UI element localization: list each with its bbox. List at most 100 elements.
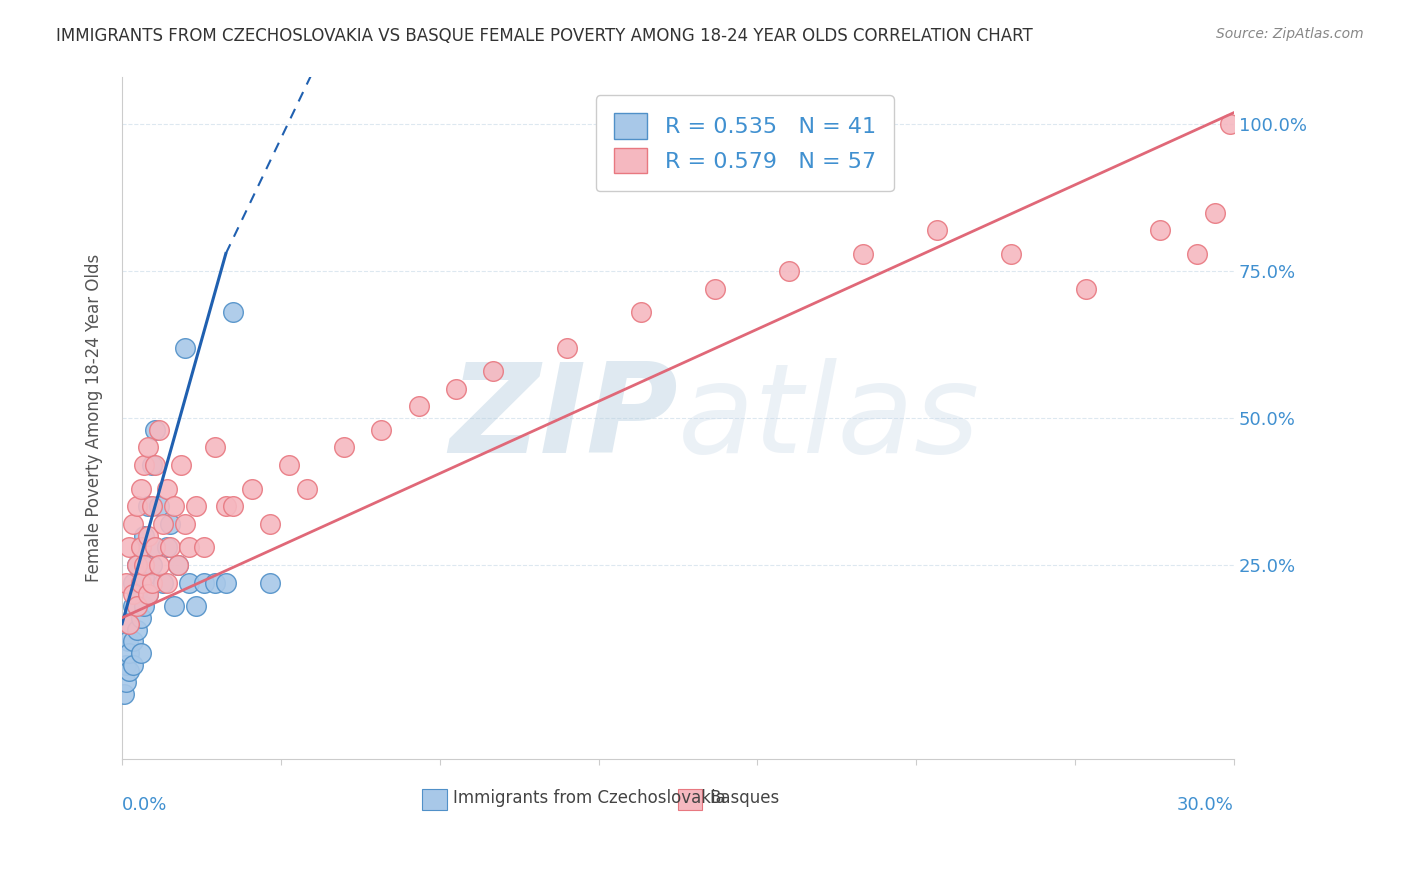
Point [204,575,226,590]
Point [122,599,145,613]
Point [155,541,177,555]
Point [136,528,159,542]
Point [155,482,177,496]
Y-axis label: Female Poverty Among 18-24 Year Olds: Female Poverty Among 18-24 Year Olds [86,254,103,582]
Point [163,599,186,613]
Point [136,441,159,455]
Point [141,558,163,572]
Point [148,500,170,514]
Point [333,441,356,455]
Point [481,364,503,378]
Point [141,500,163,514]
Point [630,305,652,319]
Point [145,458,167,472]
Point [277,458,299,472]
Point [134,558,156,572]
Point [215,500,238,514]
Point [145,423,167,437]
Point [370,423,392,437]
Point [122,657,145,672]
Point [444,382,467,396]
Point [159,541,181,555]
Point [1219,117,1241,131]
Text: ZIP: ZIP [449,358,678,479]
Point [177,575,200,590]
Point [297,482,319,496]
Point [129,611,152,625]
Point [118,541,141,555]
Point [174,341,197,355]
Point [927,223,949,237]
Point [136,587,159,601]
Point [117,634,139,648]
Point [118,664,141,678]
Point [134,570,156,584]
Point [166,558,188,572]
Point [125,500,148,514]
Point [118,646,141,660]
Point [163,500,186,514]
Point [1185,246,1208,260]
Point [259,575,281,590]
Point [129,646,152,660]
Point [215,575,238,590]
Point [148,558,170,572]
Point [555,341,578,355]
Point [152,516,174,531]
Point [134,599,156,613]
Point [852,246,875,260]
Point [122,516,145,531]
Point [148,423,170,437]
Point [118,616,141,631]
Point [125,587,148,601]
Point [136,587,159,601]
Point [136,500,159,514]
Point [129,575,152,590]
Text: Immigrants from Czechoslovakia: Immigrants from Czechoslovakia [453,789,725,807]
Point [145,541,167,555]
Point [222,500,245,514]
Point [134,528,156,542]
Point [259,516,281,531]
Point [112,687,135,701]
Point [129,541,152,555]
Point [155,575,177,590]
Text: Source: ZipAtlas.com: Source: ZipAtlas.com [1216,27,1364,41]
Text: 0.0%: 0.0% [122,797,167,814]
Point [193,541,215,555]
Legend: R = 0.535   N = 41, R = 0.579   N = 57: R = 0.535 N = 41, R = 0.579 N = 57 [596,95,894,191]
Point [129,575,152,590]
Point [1074,282,1097,296]
Text: Basques: Basques [709,789,779,807]
Point [125,623,148,637]
Bar [422,789,447,810]
Point [118,616,141,631]
Point [193,575,215,590]
Point [145,541,167,555]
Point [141,575,163,590]
Point [129,482,152,496]
Point [204,441,226,455]
Point [114,575,136,590]
Bar [678,789,703,810]
Point [174,516,197,531]
Text: atlas: atlas [678,358,980,479]
Point [122,587,145,601]
Point [240,482,263,496]
Point [134,458,156,472]
Text: 30.0%: 30.0% [1177,797,1234,814]
Point [1204,205,1226,219]
Point [186,500,208,514]
Point [152,575,174,590]
Point [704,282,727,296]
Point [122,575,145,590]
Point [1000,246,1022,260]
Point [778,264,800,278]
Point [125,558,148,572]
Point [125,558,148,572]
Point [408,400,430,414]
Point [159,516,181,531]
Point [170,458,193,472]
Point [122,634,145,648]
Point [141,458,163,472]
